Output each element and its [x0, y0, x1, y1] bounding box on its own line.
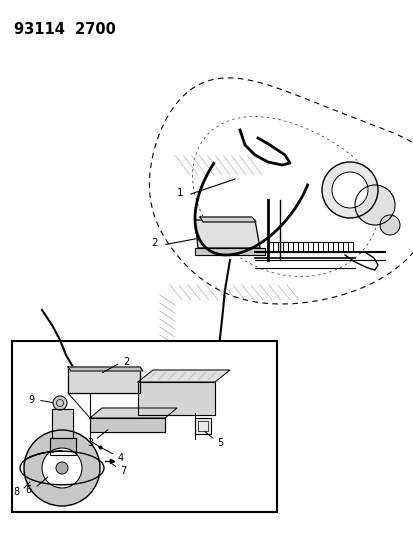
Text: 2: 2	[151, 238, 158, 248]
Polygon shape	[50, 438, 76, 455]
Text: 6: 6	[26, 485, 32, 495]
Text: 8: 8	[14, 487, 20, 497]
Circle shape	[321, 162, 377, 218]
Circle shape	[354, 185, 394, 225]
Polygon shape	[199, 217, 255, 222]
Polygon shape	[195, 220, 259, 248]
Polygon shape	[68, 367, 140, 393]
Text: 9: 9	[29, 395, 35, 405]
Polygon shape	[195, 418, 211, 434]
Polygon shape	[90, 408, 177, 418]
Circle shape	[24, 430, 100, 506]
Circle shape	[331, 172, 367, 208]
Text: 93114  2700: 93114 2700	[14, 22, 116, 37]
Circle shape	[42, 448, 82, 488]
Polygon shape	[195, 248, 264, 255]
Text: 3: 3	[87, 438, 93, 448]
Polygon shape	[68, 367, 142, 371]
Polygon shape	[52, 409, 73, 438]
Polygon shape	[138, 382, 214, 415]
Polygon shape	[90, 418, 165, 432]
Bar	[12, 341, 277, 512]
Circle shape	[53, 396, 67, 410]
Text: 1: 1	[176, 188, 183, 198]
Polygon shape	[138, 370, 230, 382]
Circle shape	[379, 215, 399, 235]
Text: 7: 7	[120, 466, 126, 476]
Circle shape	[56, 462, 68, 474]
Text: 5: 5	[216, 438, 223, 448]
Text: 2: 2	[123, 357, 129, 367]
Text: 4: 4	[118, 453, 124, 463]
